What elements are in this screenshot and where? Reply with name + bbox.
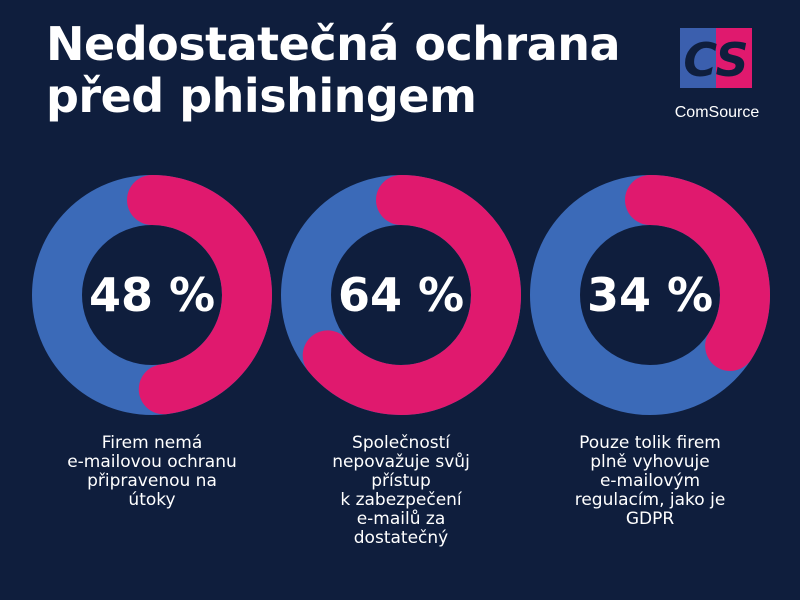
donut-2-caption-line: k zabezpečení <box>340 490 462 510</box>
donut-3-caption-line: e-mailovým <box>599 471 701 491</box>
donut-chart-3: 34 % <box>530 175 770 415</box>
title-line-2: před phishingem <box>46 69 477 123</box>
donut-2-caption-line: dostatečný <box>353 528 449 548</box>
donut-1-caption-line: připravenou na <box>87 471 217 491</box>
donut-3-caption-line: Pouze tolik firem <box>579 433 721 453</box>
donut-2-value-arc <box>281 175 521 415</box>
logo-mark-icon: CS <box>680 28 752 88</box>
donut-3-value-arc <box>530 175 770 415</box>
title-line-1: Nedostatečná ochrana <box>46 17 621 71</box>
donut-1-svg <box>32 175 272 415</box>
donut-1-caption-line: útoky <box>128 490 176 510</box>
donut-3-svg <box>530 175 770 415</box>
logo-mark-letters: CS <box>683 33 748 87</box>
donut-1-caption: Firem nemá e-mailovou ochranu připraveno… <box>42 434 262 510</box>
donut-2-caption: Společností nepovažuje svůj přístup k za… <box>291 434 511 548</box>
donut-1-value-label: 48 % <box>88 268 216 322</box>
donut-3-caption-line: regulacím, jako je <box>574 490 726 510</box>
donut-2-caption-line: Společností <box>352 433 450 453</box>
logo-mark-left-block <box>680 28 716 88</box>
donut-chart-1: 48 % <box>32 175 272 415</box>
donut-3-caption: Pouze tolik firem plně vyhovuje e-mailov… <box>540 434 760 529</box>
logo-name: ComSource <box>674 104 760 121</box>
donut-2-caption-line: přístup <box>371 471 431 491</box>
donut-chart-2: 64 % <box>281 175 521 415</box>
donut-3-caption-line: plně vyhovuje <box>590 452 710 472</box>
donut-1-value-arc <box>32 175 272 415</box>
donut-2-caption-line: nepovažuje svůj <box>332 452 470 472</box>
donut-2-svg <box>281 175 521 415</box>
logo-mark-right-block <box>716 28 752 88</box>
comsource-logo: CS ComSource <box>662 28 772 128</box>
donut-1-caption-line: Firem nemá <box>101 433 203 453</box>
page-title: Nedostatečná ochrana před phishingem <box>46 18 656 122</box>
donut-2-caption-line: e-mailů za <box>356 509 446 529</box>
donut-2-value-label: 64 % <box>337 268 465 322</box>
donut-3-caption-line: GDPR <box>625 509 675 529</box>
donut-3-value-label: 34 % <box>586 268 714 322</box>
donut-1-caption-line: e-mailovou ochranu <box>67 452 237 472</box>
